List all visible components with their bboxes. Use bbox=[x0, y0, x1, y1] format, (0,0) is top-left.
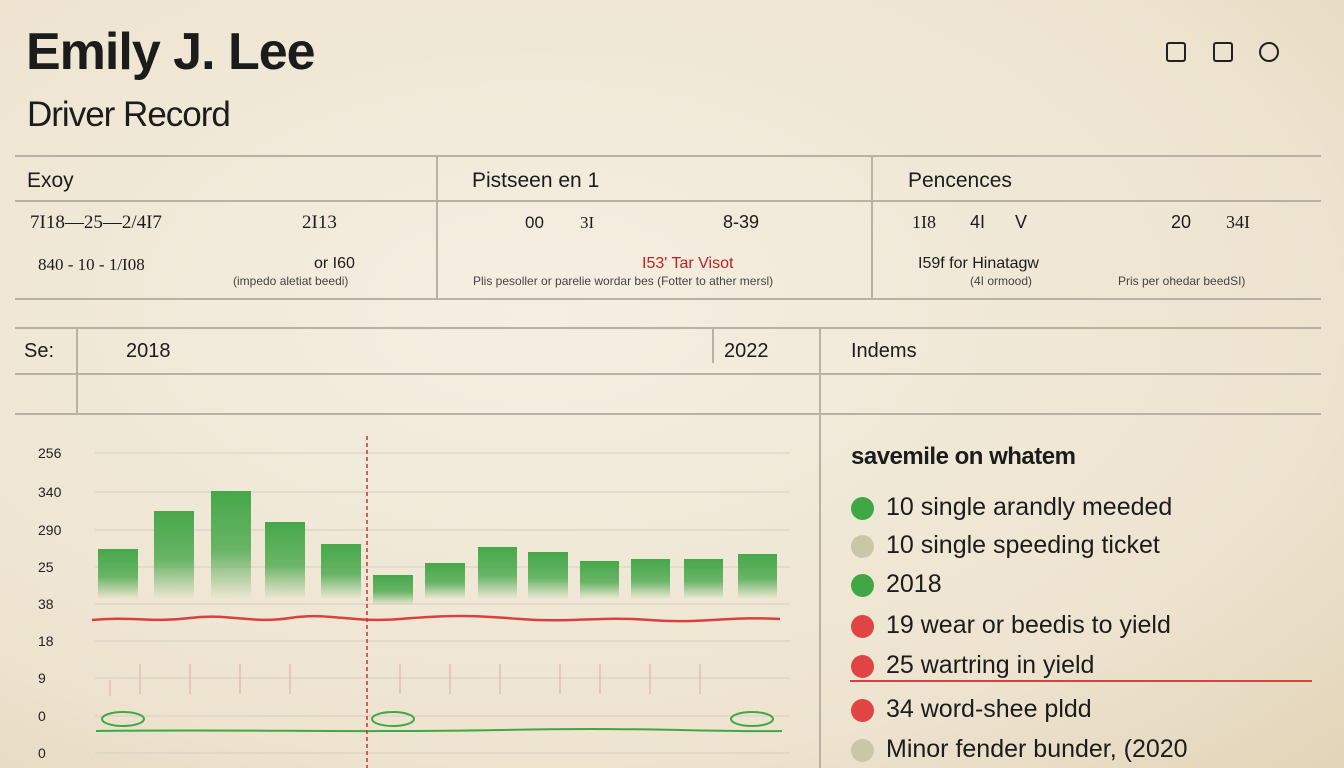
section-end: 2022 bbox=[724, 340, 769, 362]
bars bbox=[98, 491, 777, 605]
cell: or I60 bbox=[314, 255, 355, 272]
cell: 20 bbox=[1171, 212, 1192, 232]
cell: 00 bbox=[525, 213, 544, 232]
legend-dot bbox=[851, 739, 874, 762]
column-heading: Exoy bbox=[27, 169, 74, 192]
cell: I59f for Hinatagw bbox=[918, 255, 1039, 272]
divider bbox=[15, 155, 1321, 157]
highlight-line bbox=[850, 680, 1312, 682]
cell-note: Plis pesoller or parelie wordar bes (Fot… bbox=[473, 274, 774, 288]
cell: 4I bbox=[970, 212, 986, 232]
cell: 1I8 bbox=[912, 212, 936, 232]
cell: I53' Tar Visot bbox=[642, 255, 734, 272]
cell: 2I13 bbox=[302, 212, 337, 233]
legend-dot bbox=[851, 655, 874, 678]
cell: 3I bbox=[580, 213, 595, 232]
divider bbox=[15, 327, 1321, 329]
legend-dot bbox=[851, 535, 874, 558]
divider bbox=[15, 413, 1321, 415]
title: Emily J. Lee bbox=[26, 23, 316, 81]
window-button[interactable] bbox=[1166, 42, 1186, 62]
legend-item: 10 single speeding ticket bbox=[886, 531, 1160, 559]
divider bbox=[712, 327, 714, 363]
cell-note: (impedo aletiat beedi) bbox=[233, 274, 349, 288]
divider bbox=[15, 200, 1321, 202]
cell-note: (4I ormood) bbox=[970, 274, 1033, 288]
divider bbox=[15, 373, 1321, 375]
column-heading: Pistseen en 1 bbox=[472, 169, 600, 192]
axis-label: 340 bbox=[38, 484, 62, 500]
window-button[interactable] bbox=[1213, 42, 1233, 62]
cell: 840 - 10 - 1/I08 bbox=[38, 255, 145, 274]
cell: V bbox=[1015, 212, 1028, 232]
axis-label: 25 bbox=[38, 559, 54, 575]
divider bbox=[871, 155, 873, 300]
legend-item: 34 word-shee pldd bbox=[886, 695, 1092, 723]
cell: 34I bbox=[1226, 212, 1250, 232]
legend-title: savemile on whatem bbox=[851, 443, 1076, 470]
divider bbox=[819, 327, 821, 768]
section-label: Se: bbox=[24, 340, 55, 362]
cell: 7I18—25—2/4I7 bbox=[30, 212, 162, 233]
column-heading: Pencences bbox=[908, 169, 1012, 192]
chart-area: 256 340 290 25 38 18 9 0 0 bbox=[38, 436, 790, 768]
legend-item: Minor fender bunder, (2020 bbox=[886, 735, 1188, 763]
trend-line bbox=[91, 614, 781, 623]
axis-label: 0 bbox=[38, 745, 46, 761]
axis-label: 38 bbox=[38, 596, 54, 612]
axis-label: 290 bbox=[38, 522, 62, 538]
legend-dot bbox=[851, 615, 874, 638]
faint-marks bbox=[109, 664, 701, 696]
divider bbox=[436, 155, 438, 300]
axis-label: 9 bbox=[38, 670, 46, 686]
legend-item: 19 wear or beedis to yield bbox=[886, 611, 1171, 639]
subtitle: Driver Record bbox=[27, 95, 231, 134]
cell-note: Pris per ohedar beedSI) bbox=[1118, 274, 1246, 288]
divider bbox=[15, 298, 1321, 300]
axis-label: 18 bbox=[38, 633, 54, 649]
legend-item: 10 single arandly meeded bbox=[886, 493, 1173, 521]
legend-item: 25 wartring in yield bbox=[886, 651, 1095, 679]
section-side: Indems bbox=[851, 340, 917, 362]
cell: 8-39 bbox=[723, 212, 760, 232]
baseline-line bbox=[95, 728, 783, 733]
axis-label: 0 bbox=[38, 708, 46, 724]
axis-label: 256 bbox=[38, 445, 62, 461]
power-button[interactable] bbox=[1259, 42, 1279, 62]
legend-dot bbox=[851, 574, 874, 597]
legend-dot bbox=[851, 699, 874, 722]
section-start: 2018 bbox=[126, 340, 171, 362]
legend-item: 2018 bbox=[886, 570, 942, 598]
legend-dot bbox=[851, 497, 874, 520]
divider bbox=[76, 327, 78, 415]
